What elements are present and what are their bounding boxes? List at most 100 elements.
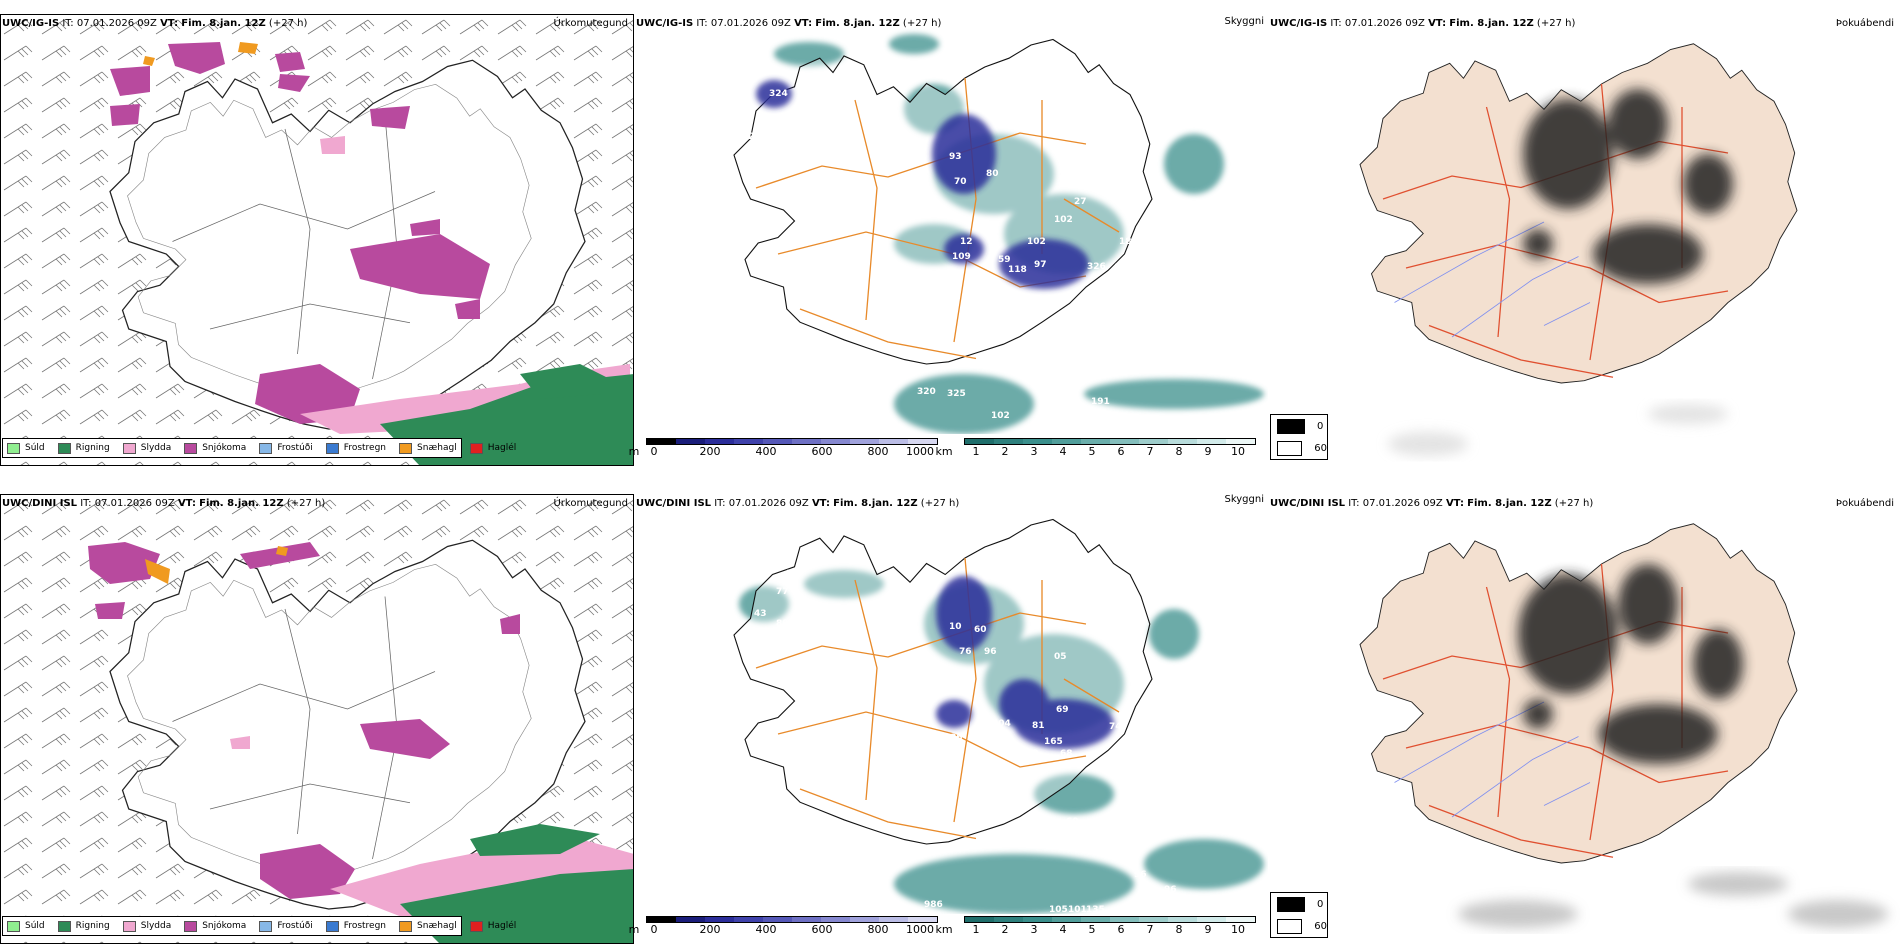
fog-key-label: 60: [1314, 442, 1327, 454]
fog-key-row1: 0 60: [1270, 414, 1328, 460]
panel-title-row1-precip: UWC/IG-IS IT: 07.01.2026 09Z VT: Fim. 8.…: [2, 18, 308, 29]
cloud-label: 165: [1044, 737, 1063, 747]
visibility-colorbar-tick: 5: [1088, 445, 1096, 458]
cloud-label: 128: [996, 737, 1015, 747]
cloud-label: 102: [1054, 215, 1073, 225]
visibility-title-row1: Skyggni: [1224, 16, 1264, 27]
fog-panel-row1: UWC/IG-IS IT: 07.01.2026 09Z VT: Fim. 8.…: [1268, 14, 1900, 466]
cloud-label: 109: [1020, 749, 1039, 759]
legend-freezing-rain: Frostregn: [325, 920, 386, 932]
legend-hail: Haglél: [469, 920, 516, 932]
cloud-label: 05: [1054, 652, 1067, 662]
fog-panel-row2: UWC/DINI ISL IT: 07.01.2026 09Z VT: Fim.…: [1268, 494, 1900, 944]
legend-sleet: Slydda: [122, 920, 171, 932]
cloud-colorbar-unit: m: [628, 923, 640, 936]
cloud-vis-map-row2: 11 77 43 89 10 60 76 96 05 86 304 81 128…: [733, 518, 1264, 914]
cloud-labels-row2: 11 77 43 89 10 60 76 96 05 86 304 81 128…: [754, 569, 1177, 914]
cloud-labels-row1: 324 42 93 70 80 28 102 12 109 102 97 118…: [742, 89, 1132, 421]
cloud-label: 52: [1094, 607, 1107, 617]
cloud-colorbar-unit: m: [628, 445, 640, 458]
cloud-label: 325: [947, 389, 966, 399]
legend-freezing-drizzle: Frostúði: [259, 442, 313, 454]
cloud-label: 69: [1056, 705, 1069, 715]
visibility-colorbar-unit: km: [935, 445, 953, 458]
legend-snow-pellets: Snæhagl: [399, 442, 457, 454]
visibility-colorbar-tick: 10: [1231, 445, 1245, 458]
visibility-colorbar-tick: 5: [1088, 923, 1096, 936]
cloud-label: 60: [974, 625, 987, 635]
cloud-label: 986: [924, 900, 943, 910]
cloud-colorbar-tick: 800: [867, 923, 889, 936]
legend-snow-pellets: Snæhagl: [399, 920, 457, 932]
cloud-vis-panel-row2: 11 77 43 89 10 60 76 96 05 86 304 81 128…: [629, 494, 1328, 944]
visibility-colorbar-tick: 4: [1059, 923, 1067, 936]
legend-drizzle: Súld: [7, 442, 45, 454]
legend-sleet: Slydda: [122, 442, 171, 454]
cloud-label: 96: [1134, 870, 1147, 880]
cloud-label: 77: [776, 587, 789, 597]
legend-freezing-rain: Frostregn: [325, 442, 386, 454]
cloud-label: 10: [949, 622, 962, 632]
cloud-colorbar-row2: m 0 200 400 600 800 1000: [629, 916, 938, 937]
cloud-colorbar-tick: 400: [755, 445, 777, 458]
cloud-label: 93: [949, 152, 962, 162]
cloud-label: 12: [1114, 263, 1127, 273]
legend-hail: Haglél: [469, 442, 516, 454]
cloud-colorbar-tick: 0: [650, 923, 658, 936]
fog-title-row1: Þokuábendi: [1835, 18, 1894, 29]
cloud-label: 41: [1114, 635, 1127, 645]
fog-key-label: 0: [1317, 898, 1324, 910]
cloud-label: 74: [1109, 722, 1122, 732]
visibility-colorbar-tick: 7: [1146, 445, 1154, 458]
precip-legend-row2: Súld Rigning Slydda Snjókoma Frostúði Fr…: [2, 916, 516, 936]
cloud-label: 96: [984, 647, 997, 657]
cloud-label: 326: [1087, 262, 1106, 272]
cloud-colorbar-tick: 600: [811, 445, 833, 458]
cloud-colorbar-tick: 400: [755, 923, 777, 936]
panel-title-row1-cloud: UWC/IG-IS IT: 07.01.2026 09Z VT: Fim. 8.…: [636, 18, 942, 29]
cloud-colorbar-tick: 0: [650, 445, 658, 458]
visibility-colorbar-tick: 8: [1175, 445, 1183, 458]
visibility-title-row2: Skyggni: [1224, 494, 1264, 505]
visibility-colorbar-tick: 9: [1204, 445, 1212, 458]
legend-snow: Snjókoma: [184, 442, 246, 454]
legend-rain: Rigning: [57, 920, 110, 932]
visibility-colorbar-tick: 2: [1001, 923, 1009, 936]
cloud-label: 81: [1032, 721, 1045, 731]
visibility-colorbar-tick: 1: [972, 923, 980, 936]
cloud-colorbar-tick: 200: [699, 445, 721, 458]
visibility-colorbar-tick: 4: [1059, 445, 1067, 458]
cloud-label: 43: [754, 609, 767, 619]
cloud-label: 102: [991, 411, 1010, 421]
cloud-colorbar-tick: 200: [699, 923, 721, 936]
precip-panel-row1: UWC/IG-IS IT: 07.01.2026 09Z VT: Fim. 8.…: [0, 14, 634, 466]
cloud-label: 324: [769, 89, 788, 99]
cloud-label: 60: [1066, 817, 1079, 827]
legend-freezing-drizzle: Frostúði: [259, 920, 313, 932]
cloud-label: 97: [1034, 260, 1047, 270]
cloud-label: 18: [1119, 237, 1132, 247]
fog-map-row2: [1359, 523, 1888, 928]
visibility-colorbar-tick: 3: [1030, 445, 1038, 458]
cloud-vis-map-row1: 324 42 93 70 80 28 102 12 109 102 97 118…: [733, 34, 1264, 434]
cloud-colorbar-tick: 800: [867, 445, 889, 458]
fog-key-label: 60: [1314, 920, 1327, 932]
cloud-colorbar-row1: m 0 200 400 600 800 1000: [629, 438, 938, 459]
precip-type-title-row1: Úrkomutegund: [553, 18, 628, 29]
cloud-label: 105: [1049, 905, 1068, 914]
precip-map-row1: [0, 14, 634, 466]
legend-snow: Snjókoma: [184, 920, 246, 932]
cloud-label: 304: [992, 719, 1011, 729]
cloud-label: 14: [1094, 297, 1107, 307]
visibility-colorbar-tick: 9: [1204, 923, 1212, 936]
precip-panel-row2: UWC/DINI ISL IT: 07.01.2026 09Z VT: Fim.…: [0, 494, 634, 944]
cloud-label: 320: [917, 387, 936, 397]
panel-title-row1-fog: UWC/IG-IS IT: 07.01.2026 09Z VT: Fim. 8.…: [1270, 18, 1576, 29]
cloud-colorbar-tick: 1000: [906, 445, 934, 458]
cloud-label: 191: [1091, 397, 1110, 407]
visibility-colorbar-tick: 1: [972, 445, 980, 458]
cloud-label: 95: [1116, 749, 1129, 759]
visibility-colorbar-tick: 6: [1117, 923, 1125, 936]
visibility-colorbar-row1: km 1 2 3 4 5 6 7 8 9 10: [935, 438, 1256, 459]
cloud-label: 28: [1066, 174, 1079, 184]
